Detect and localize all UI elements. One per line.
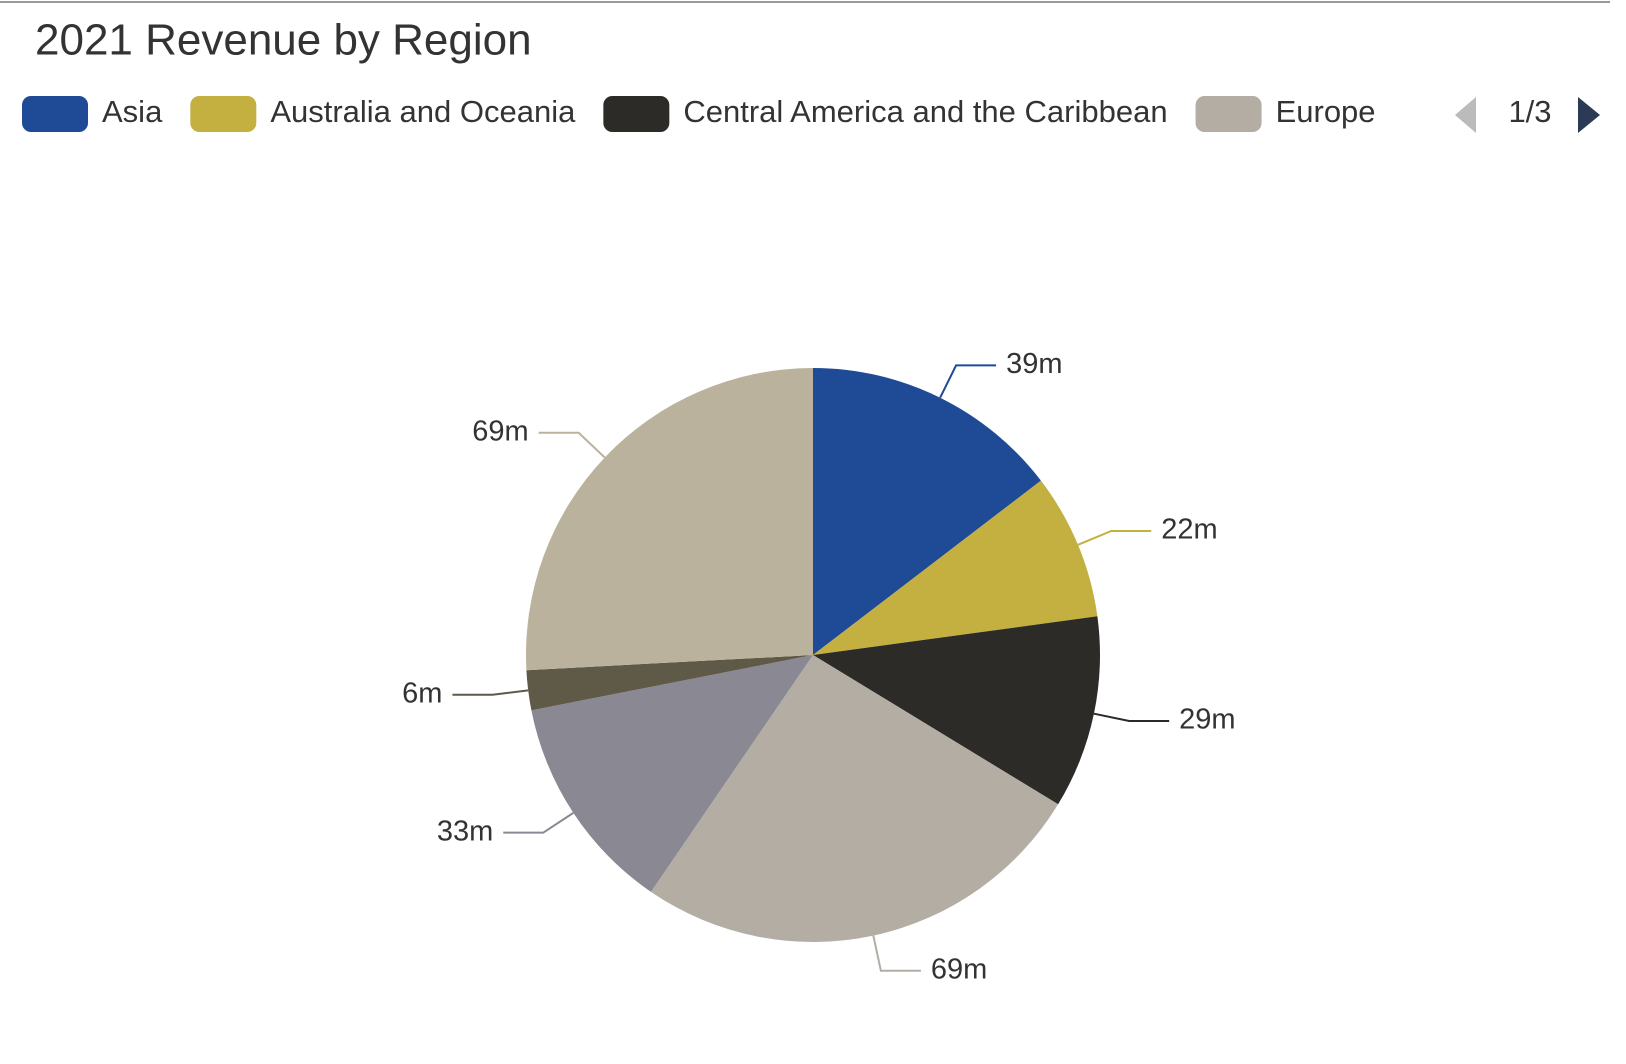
- pie: 39m 22m 29m 69m 33m 6m 69m: [402, 348, 1235, 985]
- pie-slice: [526, 655, 813, 711]
- legend-label: Europe: [1276, 94, 1376, 129]
- leader-line: [503, 812, 574, 834]
- chart-title: 2021 Revenue by Region: [35, 16, 532, 65]
- leader-line: [538, 431, 606, 459]
- legend: Asia Australia and Oceania Central America…: [22, 94, 1376, 132]
- leader-line: [939, 364, 997, 399]
- leader-line: [452, 689, 529, 696]
- value-label: 69m: [931, 953, 987, 985]
- pie-slice: [813, 616, 1100, 805]
- value-label: 29m: [1179, 704, 1235, 736]
- value-label: 69m: [472, 415, 528, 447]
- legend-swatch: [22, 96, 88, 132]
- legend-swatch: [603, 96, 670, 132]
- legend-swatch: [1195, 96, 1262, 132]
- pie-slice: [813, 368, 1041, 655]
- pie-slice: [650, 655, 1059, 943]
- pie-slice: [526, 368, 813, 671]
- leader-line: [1093, 712, 1170, 723]
- value-label: 22m: [1161, 514, 1217, 546]
- legend-label: Asia: [102, 94, 163, 129]
- pie-slice: [531, 655, 813, 892]
- pie-slice: [813, 480, 1098, 655]
- legend-label: Australia and Oceania: [270, 94, 576, 129]
- value-label: 33m: [437, 815, 493, 847]
- leader-line: [1077, 529, 1152, 546]
- legend-next[interactable]: [1578, 97, 1600, 133]
- leader-line: [872, 935, 921, 972]
- value-label: 6m: [402, 677, 442, 709]
- legend-swatch: [190, 96, 257, 132]
- legend-page: 1/3: [1508, 94, 1551, 129]
- legend-prev[interactable]: [1455, 97, 1476, 133]
- legend-label: Central America and the Caribbean: [683, 94, 1167, 129]
- value-label: 39m: [1006, 348, 1062, 380]
